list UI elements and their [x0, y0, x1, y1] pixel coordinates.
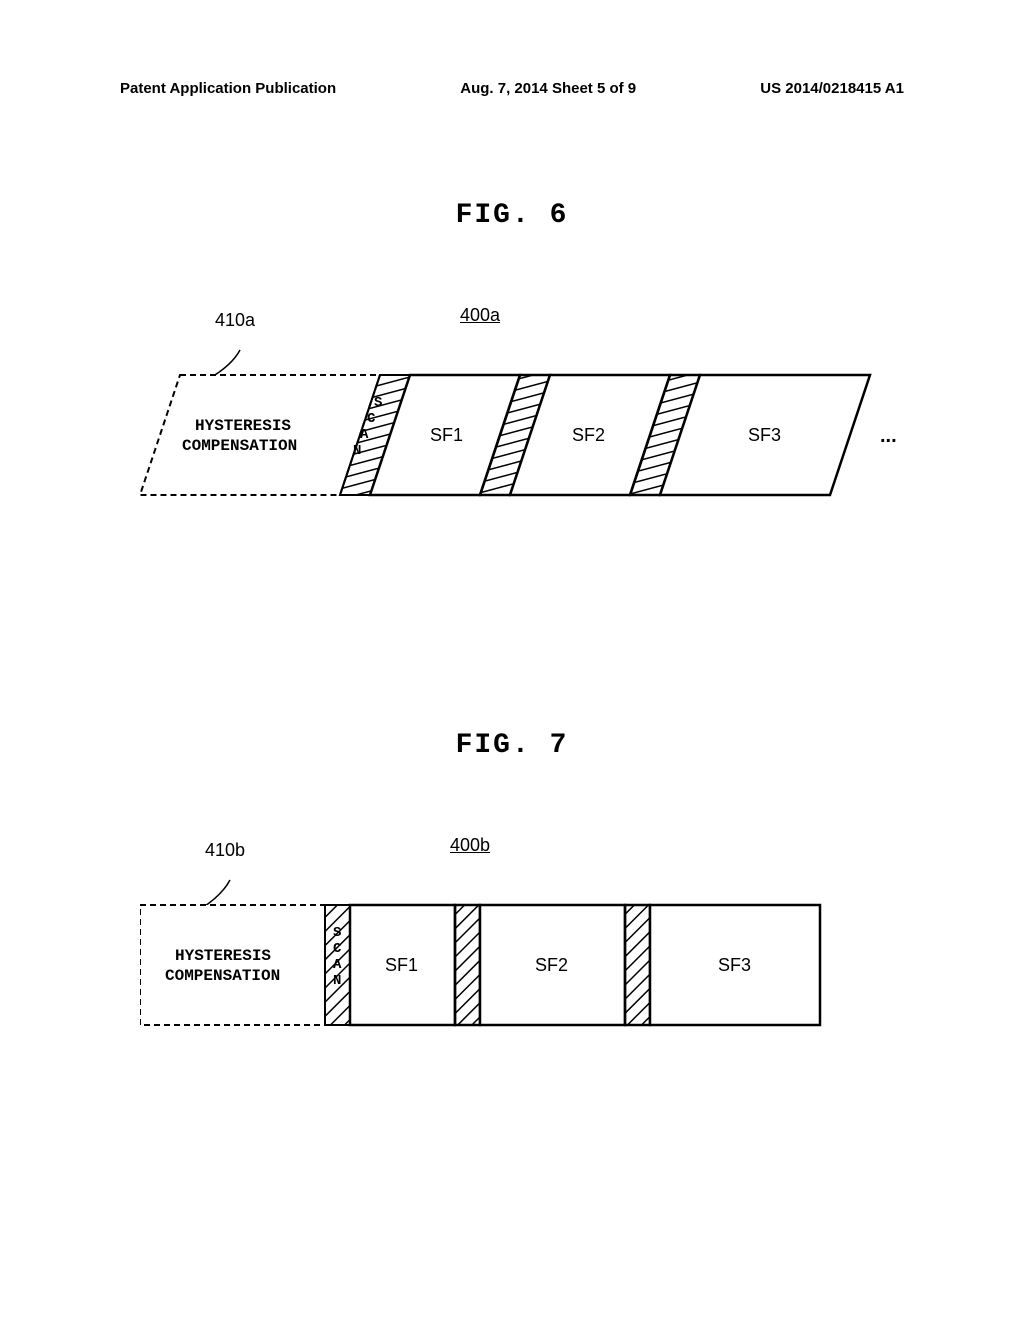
fig7-scan-s: S — [333, 925, 341, 941]
fig6-ellipsis: ... — [880, 425, 897, 448]
fig7-svg-wrap: HYSTERESIS COMPENSATION S C A N SF1 SF2 … — [140, 875, 880, 1040]
fig7-ref-pointer: 410b — [205, 840, 245, 861]
fig6-scan-n: N — [353, 443, 382, 459]
header-left: Patent Application Publication — [120, 80, 336, 97]
fig6-title: FIG. 6 — [0, 200, 1024, 231]
fig7-scan-c: C — [333, 941, 341, 957]
header-center: Aug. 7, 2014 Sheet 5 of 9 — [460, 80, 636, 97]
fig6-sf1-label: SF1 — [430, 425, 463, 446]
fig7-ref-main: 400b — [450, 835, 490, 856]
fig6-hysteresis-text1: HYSTERESIS — [195, 417, 291, 435]
fig7-sf1-label: SF1 — [385, 955, 418, 976]
fig6-diagram: 400a 410a — [140, 345, 930, 510]
fig6-scan-a: A — [360, 427, 382, 443]
fig6-scan-letters: S C A N — [374, 395, 382, 459]
fig7-pointer-line — [202, 880, 230, 908]
header-right: US 2014/0218415 A1 — [760, 80, 904, 97]
fig6-sf3-label: SF3 — [748, 425, 781, 446]
fig7-hatch2 — [625, 905, 650, 1025]
fig7-scan-n: N — [333, 973, 341, 989]
fig7-sf2-label: SF2 — [535, 955, 568, 976]
fig6-sf2-label: SF2 — [572, 425, 605, 446]
fig7-hysteresis-block — [140, 905, 325, 1025]
fig6-scan-s: S — [374, 395, 382, 411]
fig7-hysteresis-text2: COMPENSATION — [165, 967, 280, 985]
fig7-diagram: 400b 410b — [140, 875, 880, 1040]
fig6-pointer-line — [210, 350, 240, 378]
fig6-ref-main: 400a — [460, 305, 500, 326]
fig6-hysteresis-text2: COMPENSATION — [182, 437, 297, 455]
fig7-scan-a: A — [333, 957, 341, 973]
fig6-hysteresis-block — [140, 375, 380, 495]
page-header: Patent Application Publication Aug. 7, 2… — [0, 80, 1024, 97]
fig7-hysteresis-text1: HYSTERESIS — [175, 947, 271, 965]
fig7-scan-letters: S C A N — [333, 925, 341, 989]
fig6-scan-c: C — [367, 411, 382, 427]
fig7-title: FIG. 7 — [0, 730, 1024, 761]
fig6-svg-wrap: HYSTERESIS COMPENSATION S C A N SF1 SF2 … — [140, 345, 930, 510]
fig7-hatch1 — [455, 905, 480, 1025]
fig6-ref-pointer: 410a — [215, 310, 255, 331]
fig7-sf3-label: SF3 — [718, 955, 751, 976]
